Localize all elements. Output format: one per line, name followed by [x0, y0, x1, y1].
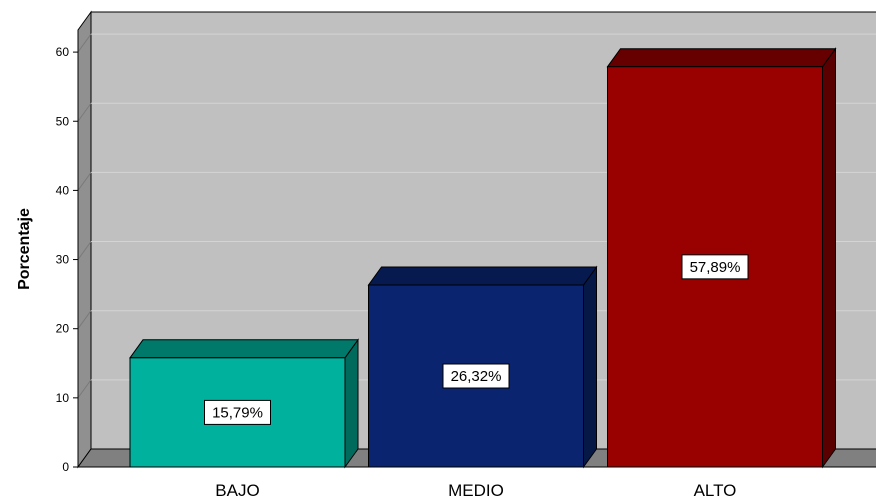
- y-tick-label: 0: [62, 460, 69, 474]
- y-axis: 0 10 20 30 40 50 60: [56, 31, 79, 474]
- side-gridline: [77, 33, 92, 53]
- x-tick-label: BAJO: [215, 481, 259, 499]
- side-gridline: [77, 379, 92, 399]
- data-labels-group: 15,79% 26,32% 57,89%: [204, 254, 749, 425]
- y-tick-label: 10: [56, 391, 70, 405]
- bar-side: [822, 47, 836, 469]
- x-axis: BAJO MEDIO ALTO: [215, 481, 737, 500]
- y-tick-label: 20: [56, 322, 70, 336]
- bar-side: [344, 338, 359, 469]
- y-axis-title: Porcentaje: [16, 208, 33, 290]
- data-label: 26,32%: [451, 368, 502, 385]
- bars-group: [129, 47, 837, 469]
- y-tick-label: 40: [56, 183, 70, 197]
- x-tick-label: ALTO: [694, 481, 737, 499]
- data-label: 57,89%: [690, 259, 741, 276]
- side-gridline: [77, 102, 92, 122]
- data-label: 15,79%: [212, 404, 263, 421]
- data-label-box: [204, 399, 271, 425]
- bar-bajo: [129, 338, 359, 469]
- bar-top: [129, 339, 359, 359]
- bar-top: [367, 266, 598, 286]
- data-label-box: [681, 254, 749, 280]
- side-gridline: [77, 172, 92, 191]
- x-tick-label: MEDIO: [448, 481, 504, 499]
- bar-top: [606, 48, 837, 68]
- y-tick-label: 50: [56, 114, 70, 128]
- bar-front: [129, 357, 346, 468]
- y-tick-label: 30: [56, 253, 70, 267]
- data-label-box: [442, 363, 510, 389]
- y-tick-label: 60: [56, 45, 70, 59]
- side-gridline: [77, 310, 92, 329]
- side-wall: [77, 10, 92, 469]
- side-gridline: [77, 241, 92, 260]
- bar-side: [583, 265, 597, 469]
